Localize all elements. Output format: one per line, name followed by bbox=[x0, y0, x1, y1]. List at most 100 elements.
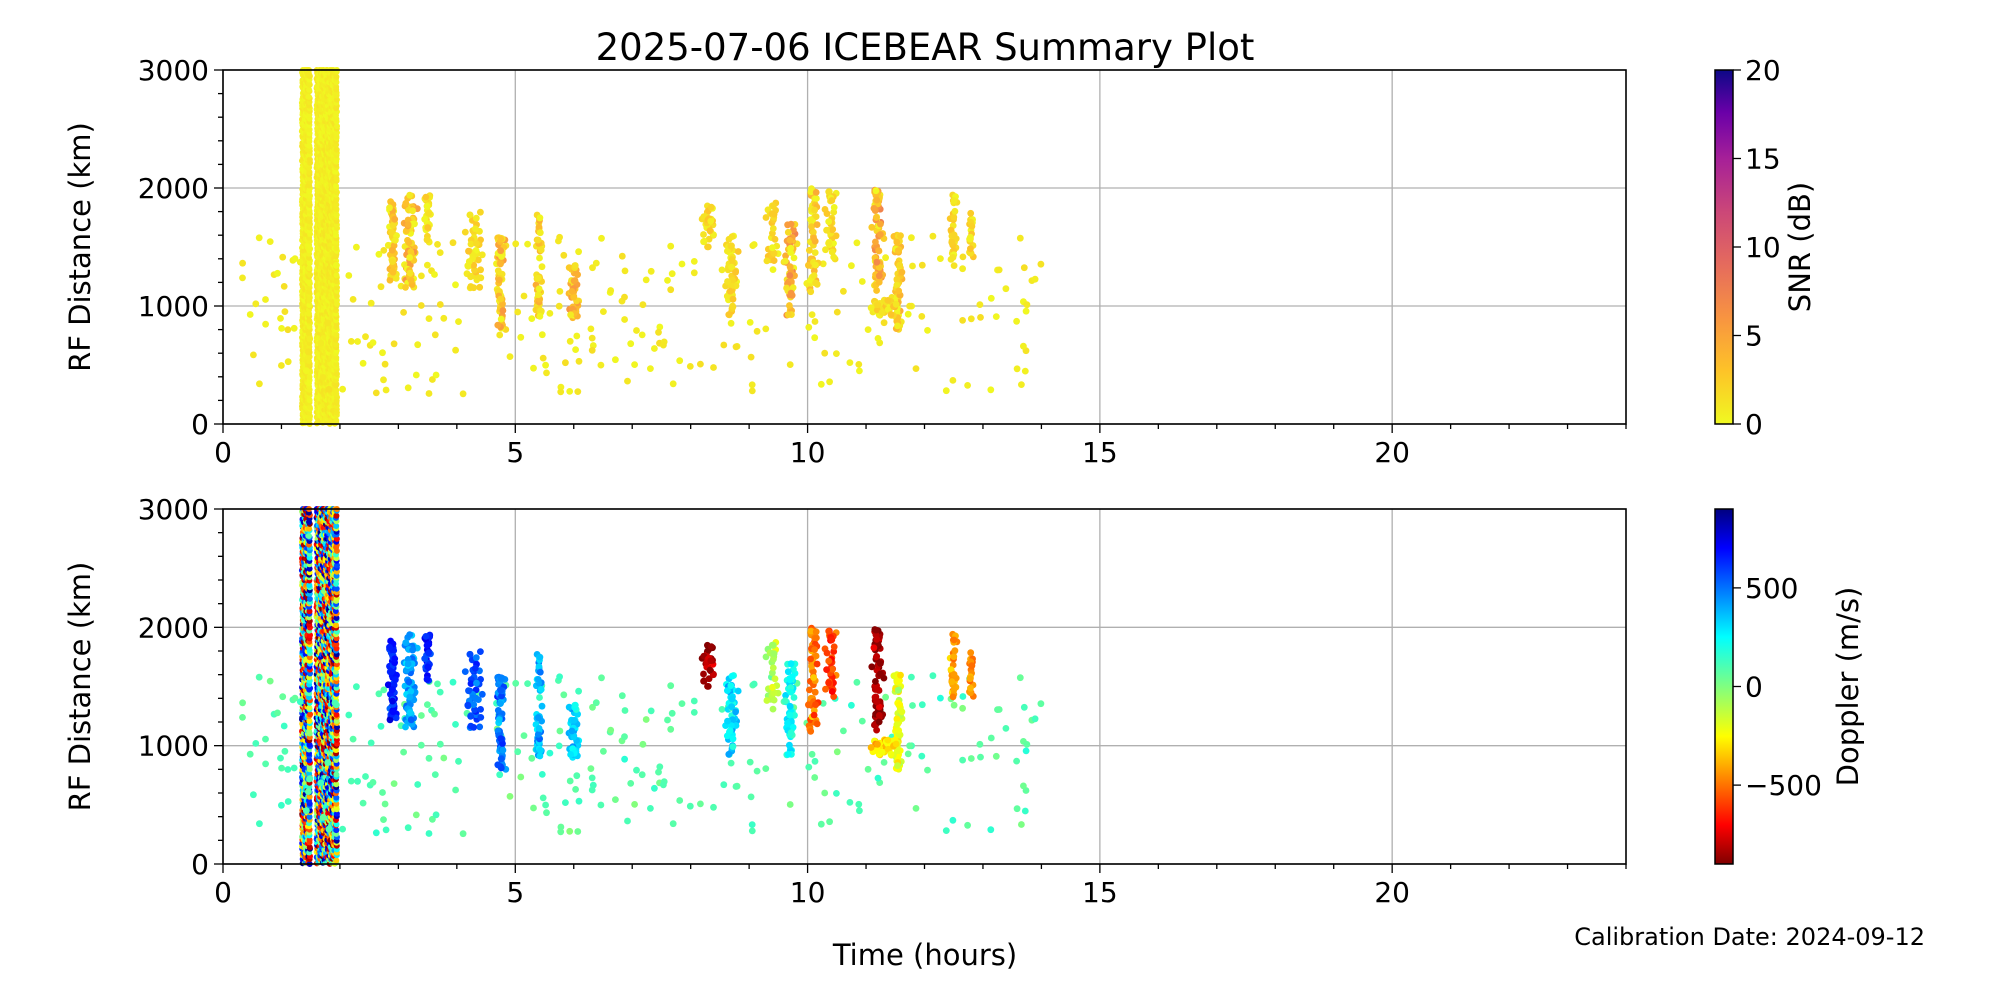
data-point bbox=[706, 227, 714, 235]
data-point bbox=[497, 295, 505, 303]
data-point bbox=[404, 384, 412, 392]
data-point bbox=[651, 345, 658, 352]
data-point bbox=[476, 283, 484, 291]
data-point bbox=[449, 239, 457, 247]
data-point bbox=[959, 265, 966, 273]
data-point bbox=[534, 291, 542, 299]
data-point bbox=[497, 260, 504, 268]
data-point bbox=[333, 261, 340, 269]
data-point bbox=[875, 247, 882, 255]
data-point bbox=[822, 246, 829, 254]
data-point bbox=[868, 223, 876, 231]
data-point bbox=[566, 337, 574, 345]
data-point bbox=[647, 267, 655, 275]
data-point bbox=[424, 701, 431, 708]
data-point bbox=[924, 327, 931, 334]
data-point bbox=[875, 278, 883, 286]
data-point bbox=[306, 374, 313, 380]
data-point bbox=[724, 278, 731, 285]
data-point bbox=[459, 390, 467, 398]
data-point bbox=[333, 370, 340, 377]
data-point bbox=[762, 325, 770, 333]
y-tick-label: 2000 bbox=[138, 172, 209, 205]
data-point bbox=[810, 234, 817, 242]
data-point bbox=[647, 707, 655, 715]
data-point bbox=[732, 343, 740, 351]
data-point bbox=[495, 276, 503, 284]
data-point bbox=[303, 367, 310, 375]
data-point bbox=[306, 156, 313, 163]
data-point bbox=[949, 377, 957, 384]
data-point bbox=[284, 326, 292, 334]
data-point bbox=[909, 262, 916, 270]
colorbar-tick-label: 10 bbox=[1745, 231, 1781, 264]
data-point bbox=[306, 404, 313, 411]
data-point bbox=[612, 356, 619, 364]
data-point bbox=[787, 289, 795, 297]
data-point bbox=[592, 259, 600, 267]
data-point bbox=[333, 361, 340, 367]
data-point bbox=[574, 388, 582, 395]
data-point bbox=[575, 248, 582, 256]
data-point bbox=[825, 239, 832, 247]
data-point bbox=[388, 246, 396, 254]
data-point bbox=[535, 274, 542, 282]
data-point bbox=[786, 272, 794, 279]
data-point bbox=[647, 365, 654, 372]
data-point bbox=[727, 319, 735, 327]
data-point bbox=[400, 748, 407, 756]
data-point bbox=[853, 239, 861, 247]
data-point bbox=[473, 240, 480, 248]
data-point bbox=[786, 302, 793, 309]
data-point bbox=[873, 196, 881, 204]
data-point bbox=[748, 827, 756, 835]
data-point bbox=[274, 269, 281, 277]
data-point bbox=[967, 245, 974, 253]
data-point bbox=[877, 220, 884, 228]
data-point bbox=[499, 307, 507, 314]
data-point bbox=[805, 323, 813, 331]
data-point bbox=[762, 765, 770, 772]
data-point bbox=[557, 388, 565, 396]
data-point bbox=[452, 346, 459, 354]
data-point bbox=[333, 771, 340, 778]
data-point bbox=[825, 188, 833, 196]
data-point bbox=[728, 233, 736, 241]
data-point bbox=[467, 273, 474, 281]
data-point bbox=[718, 266, 726, 274]
data-point bbox=[277, 315, 284, 322]
data-point bbox=[333, 272, 340, 279]
data-point bbox=[386, 204, 393, 212]
data-point bbox=[367, 299, 375, 307]
data-point bbox=[306, 169, 313, 176]
data-point bbox=[770, 210, 778, 218]
data-point bbox=[728, 256, 736, 263]
data-point bbox=[781, 257, 789, 265]
data-point bbox=[382, 386, 390, 394]
data-point bbox=[306, 331, 313, 337]
data-point bbox=[306, 533, 312, 539]
data-point bbox=[555, 302, 563, 310]
data-point bbox=[631, 361, 638, 368]
data-point bbox=[262, 296, 269, 303]
data-point bbox=[380, 376, 387, 384]
data-point bbox=[864, 326, 872, 333]
data-point bbox=[528, 315, 536, 322]
data-point bbox=[734, 248, 742, 255]
data-point bbox=[729, 295, 737, 303]
data-point bbox=[333, 206, 340, 213]
data-point bbox=[434, 241, 441, 248]
data-point bbox=[833, 308, 841, 316]
data-point bbox=[477, 266, 484, 274]
data-point bbox=[406, 254, 414, 261]
data-point bbox=[598, 234, 605, 242]
data-point bbox=[618, 252, 626, 260]
data-point bbox=[787, 220, 795, 228]
data-point bbox=[497, 315, 505, 323]
data-point bbox=[697, 800, 704, 808]
data-point bbox=[539, 354, 547, 362]
data-point bbox=[894, 247, 902, 255]
data-point bbox=[536, 312, 544, 320]
